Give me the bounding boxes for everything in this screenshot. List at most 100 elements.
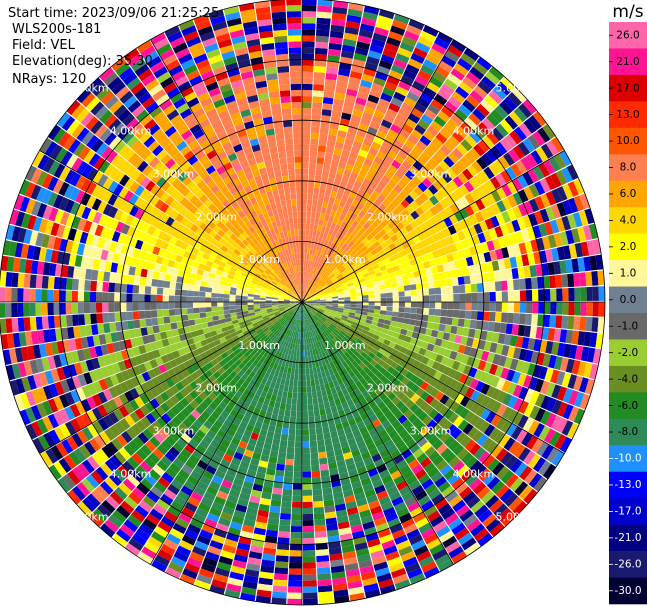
velocity-gate	[343, 451, 353, 460]
velocity-gate	[363, 158, 374, 167]
velocity-gate	[187, 290, 194, 297]
velocity-gate	[230, 312, 237, 318]
velocity-gate	[372, 317, 380, 323]
velocity-gate	[365, 462, 376, 472]
velocity-gate	[346, 210, 354, 218]
velocity-gate	[525, 313, 532, 326]
velocity-gate	[393, 91, 406, 102]
velocity-gate	[316, 286, 322, 292]
velocity-gate	[486, 240, 495, 252]
velocity-gate	[217, 310, 225, 316]
velocity-gate	[157, 317, 165, 325]
velocity-gate	[320, 281, 326, 287]
velocity-gate	[450, 269, 458, 278]
velocity-gate	[169, 281, 177, 289]
velocity-gate	[489, 522, 505, 537]
velocity-gate	[15, 211, 26, 227]
velocity-gate	[35, 289, 42, 302]
velocity-gate	[255, 345, 262, 352]
velocity-gate	[315, 35, 329, 43]
velocity-gate	[306, 380, 311, 387]
velocity-gate	[250, 399, 258, 408]
velocity-gate	[408, 229, 418, 238]
velocity-gate	[582, 225, 593, 241]
velocity-gate	[265, 302, 272, 304]
velocity-gate	[114, 283, 122, 293]
velocity-gate	[355, 223, 363, 232]
velocity-gate	[337, 248, 344, 255]
velocity-gate	[290, 525, 302, 533]
velocity-gate	[484, 179, 496, 193]
velocity-gate	[309, 266, 314, 274]
velocity-gate	[343, 407, 352, 415]
velocity-gate	[278, 525, 291, 532]
velocity-gate	[92, 334, 101, 347]
velocity-gate	[188, 319, 196, 326]
velocity-gate	[383, 224, 392, 234]
velocity-gate	[393, 13, 410, 25]
velocity-gate	[460, 435, 472, 448]
velocity-gate	[258, 503, 270, 512]
velocity-gate	[268, 400, 276, 408]
velocity-gate	[391, 528, 406, 540]
velocity-gate	[429, 387, 440, 398]
velocity-gate	[392, 387, 402, 396]
velocity-gate	[415, 283, 423, 290]
velocity-gate	[391, 207, 401, 217]
velocity-gate	[179, 333, 187, 342]
velocity-gate	[273, 329, 280, 335]
velocity-gate	[216, 490, 229, 501]
velocity-gate	[128, 491, 142, 505]
velocity-gate	[331, 321, 338, 327]
velocity-gate	[259, 332, 266, 339]
velocity-gate	[140, 444, 153, 457]
velocity-gate	[325, 261, 331, 268]
velocity-gate	[303, 598, 318, 605]
velocity-gate	[304, 319, 308, 326]
velocity-gate	[405, 438, 417, 449]
velocity-gate	[410, 393, 420, 403]
velocity-gate	[204, 349, 213, 357]
velocity-gate	[165, 409, 176, 420]
velocity-gate	[579, 393, 591, 410]
velocity-gate	[88, 512, 104, 528]
velocity-gate	[413, 325, 421, 333]
velocity-gate	[480, 195, 491, 208]
velocity-gate	[235, 291, 243, 296]
velocity-gate	[392, 296, 399, 302]
velocity-gate	[101, 499, 116, 514]
velocity-gate	[343, 426, 352, 435]
velocity-gate	[132, 302, 139, 311]
velocity-gate	[311, 385, 317, 393]
velocity-gate	[513, 302, 521, 313]
velocity-gate	[371, 141, 382, 151]
velocity-gate	[134, 208, 145, 220]
velocity-gate	[452, 176, 464, 188]
velocity-gate	[212, 370, 221, 380]
velocity-gate	[189, 343, 197, 352]
velocity-gate	[517, 324, 525, 337]
velocity-gate	[366, 266, 374, 273]
velocity-gate	[250, 545, 264, 554]
velocity-gate	[303, 307, 306, 314]
velocity-gate	[208, 459, 220, 470]
velocity-gate	[172, 229, 182, 239]
velocity-gate	[217, 367, 226, 375]
velocity-gate	[482, 135, 495, 149]
velocity-gate	[324, 253, 330, 260]
velocity-gate	[490, 176, 501, 190]
velocity-gate	[403, 96, 417, 108]
velocity-gate	[80, 178, 92, 192]
velocity-gate	[357, 503, 370, 513]
velocity-gate	[522, 99, 537, 115]
velocity-gate	[324, 189, 332, 197]
velocity-gate	[430, 120, 443, 132]
velocity-gate	[295, 356, 300, 363]
velocity-gate	[379, 288, 387, 294]
velocity-gate	[321, 266, 327, 273]
velocity-gate	[399, 346, 408, 354]
velocity-gate	[257, 330, 265, 337]
velocity-gate	[375, 567, 391, 577]
velocity-gate	[549, 431, 562, 447]
velocity-gate	[335, 509, 348, 518]
